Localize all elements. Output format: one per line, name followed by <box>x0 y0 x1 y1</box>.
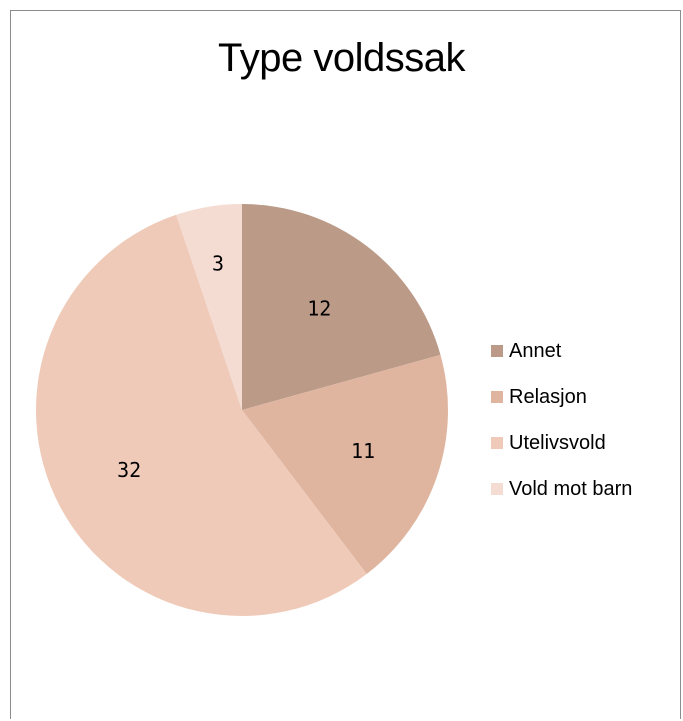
data-label-annet: 12 <box>307 296 331 320</box>
legend-label: Vold mot barn <box>509 477 633 500</box>
legend-item-utelivsvold: Utelivsvold <box>491 420 632 466</box>
legend-label: Relasjon <box>509 385 587 408</box>
pie-slice-annet <box>242 204 441 410</box>
chart-legend: Annet Relasjon Utelivsvold Vold mot barn <box>491 328 632 512</box>
legend-swatch <box>491 345 503 357</box>
legend-swatch <box>491 437 503 449</box>
legend-label: Annet <box>509 339 562 362</box>
pie-slice-vold-mot-barn <box>176 204 242 410</box>
legend-item-annet: Annet <box>491 328 632 374</box>
legend-label: Utelivsvold <box>509 431 606 454</box>
pie-data-labels: 12 11 32 3 <box>117 252 375 482</box>
data-label-vold-mot-barn: 3 <box>212 252 224 276</box>
legend-item-relasjon: Relasjon <box>491 374 632 420</box>
legend-swatch <box>491 391 503 403</box>
chart-title: Type voldssak <box>218 36 465 80</box>
pie-slices <box>36 204 448 616</box>
data-label-relasjon: 11 <box>351 439 375 463</box>
pie-slice-utelivsvold <box>36 214 367 616</box>
legend-swatch <box>491 483 503 495</box>
data-label-utelivsvold: 32 <box>117 458 141 482</box>
legend-item-vold-mot-barn: Vold mot barn <box>491 466 632 512</box>
pie-slice-relasjon <box>242 354 448 574</box>
